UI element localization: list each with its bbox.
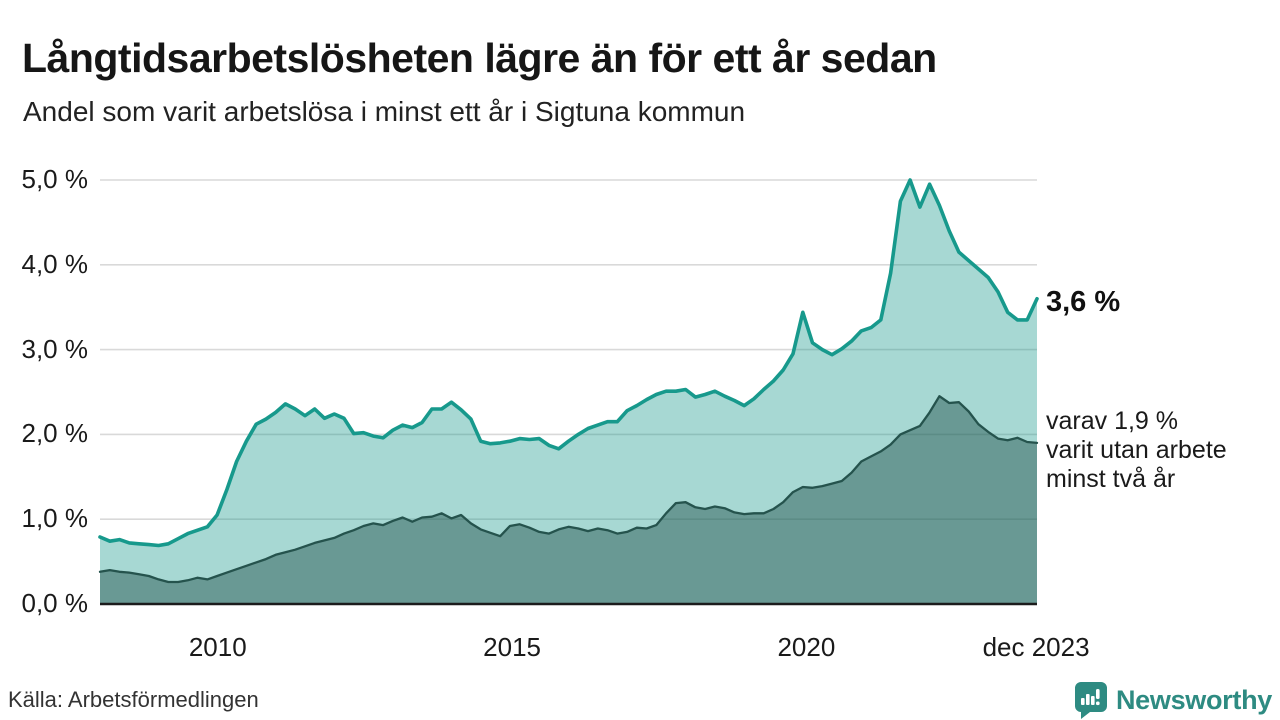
series-area-min-one-year [100, 180, 1037, 604]
series-line-min-two-years [98, 395, 1039, 584]
exclamation-dot [1095, 701, 1100, 706]
y-tick-label: 5,0 % [21, 164, 89, 194]
series-line-min-one-year [98, 178, 1039, 548]
bar-large [1090, 696, 1095, 705]
y-tick-label: 4,0 % [21, 248, 89, 279]
y-tick-label: 3,0 % [21, 333, 89, 364]
brand-footer: Newsworthy [1074, 681, 1272, 719]
x-tick-label: dec 2023 [982, 632, 1090, 662]
chart-title: Långtidsarbetslösheten lägre än för ett … [22, 35, 937, 82]
x-tick-label: 2015 [483, 632, 541, 662]
source-caption: Källa: Arbetsförmedlingen [8, 687, 259, 712]
exclamation-bar [1095, 689, 1100, 699]
bar-medium [1085, 694, 1090, 705]
y-tick-label: 2,0 % [21, 418, 89, 449]
latest-value-annotation: 3,6 % [1046, 286, 1121, 318]
x-tick-label: 2010 [188, 632, 247, 662]
x-tick-label: 2020 [777, 632, 836, 662]
secondary-value-annotation: varav 1,9 % varit utan arbete minst två … [1046, 407, 1227, 493]
chart-subtitle: Andel som varit arbetslösa i minst ett å… [23, 96, 746, 127]
newsworthy-logo-icon [1074, 682, 1107, 719]
y-tick-label: 1,0 % [21, 503, 89, 534]
brand-name: Newsworthy [1115, 684, 1272, 715]
bar-small [1080, 698, 1085, 705]
y-tick-label: 0,0 % [21, 588, 89, 618]
series-area-min-two-years [100, 396, 1037, 604]
